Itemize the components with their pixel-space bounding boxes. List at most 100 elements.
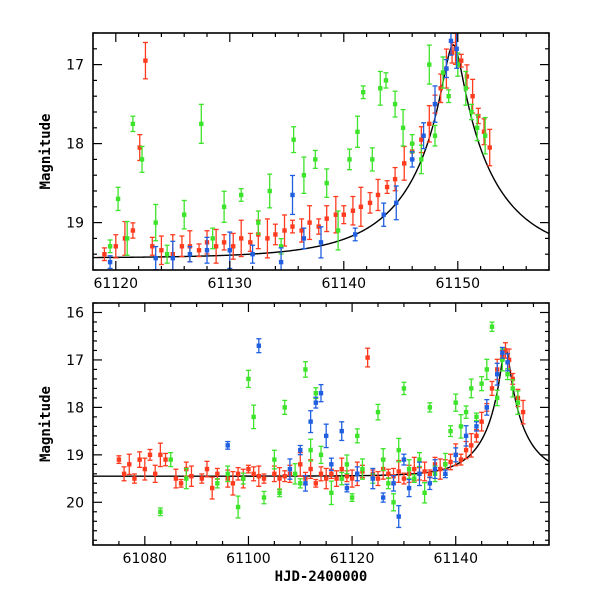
- blue-data-point: [427, 476, 433, 491]
- green-data-point: [181, 199, 187, 230]
- green-data-point: [302, 361, 308, 378]
- blue-data-point: [323, 423, 329, 449]
- red-data-point: [149, 236, 155, 256]
- green-data-point: [422, 482, 428, 504]
- green-data-point: [344, 454, 350, 475]
- red-data-point: [468, 432, 474, 458]
- red-data-point: [272, 223, 278, 246]
- red-data-point: [163, 452, 169, 467]
- green-data-point: [354, 428, 360, 444]
- x-axis-label: HJD-2400000: [275, 569, 368, 585]
- blue-data-point: [393, 185, 399, 221]
- x-tick-label: 61080: [123, 551, 168, 567]
- blue-data-point: [381, 202, 387, 227]
- red-data-point: [131, 473, 137, 484]
- blue-data-point: [107, 255, 113, 270]
- green-data-point: [153, 203, 159, 242]
- blue-data-point: [453, 447, 459, 463]
- blue-data-point: [448, 33, 454, 56]
- green-data-point: [168, 451, 174, 468]
- red-data-point: [251, 466, 257, 482]
- blue-data-point: [297, 444, 303, 456]
- red-data-point: [199, 473, 205, 484]
- red-data-point: [385, 468, 391, 480]
- green-data-point: [401, 381, 407, 396]
- green-data-point: [157, 507, 163, 517]
- red-data-point: [214, 467, 220, 480]
- green-data-point: [210, 227, 216, 250]
- red-data-point: [196, 243, 202, 258]
- red-data-point: [489, 380, 495, 397]
- blue-data-point: [442, 469, 448, 479]
- red-data-point: [158, 235, 164, 266]
- green-data-point: [380, 448, 386, 472]
- green-data-point: [494, 389, 500, 407]
- x-tick-label: 61150: [436, 276, 481, 292]
- red-data-point: [392, 166, 398, 192]
- green-data-point: [479, 376, 485, 392]
- blue-data-point: [256, 338, 262, 354]
- red-data-point: [277, 467, 283, 491]
- blue-data-point: [339, 421, 345, 442]
- red-data-point: [188, 465, 194, 487]
- blue-data-point: [380, 492, 386, 503]
- green-data-point: [277, 488, 283, 498]
- blue-data-point: [454, 33, 460, 69]
- green-data-point: [489, 321, 495, 332]
- y-axis-label: Magnitude: [38, 386, 54, 462]
- blue-data-point: [401, 453, 407, 466]
- red-data-point: [204, 460, 210, 478]
- y-tick-label: 17: [66, 353, 84, 369]
- green-data-point: [369, 147, 375, 172]
- green-data-point: [183, 467, 189, 490]
- green-data-point: [235, 495, 241, 519]
- x-tick-label: 61130: [208, 276, 253, 292]
- red-data-point: [101, 247, 107, 262]
- blue-data-point: [328, 457, 334, 472]
- green-data-point: [463, 405, 469, 419]
- red-data-point: [264, 218, 270, 259]
- green-data-point: [468, 103, 474, 121]
- red-data-point: [116, 455, 122, 465]
- red-data-point: [142, 457, 148, 481]
- red-data-point: [230, 232, 236, 260]
- red-data-point: [396, 459, 402, 484]
- red-data-point: [426, 105, 432, 143]
- red-data-point: [130, 222, 136, 239]
- blue-data-point: [421, 122, 427, 150]
- green-data-point: [391, 493, 397, 512]
- blue-data-point: [416, 461, 422, 487]
- red-data-point: [282, 470, 288, 483]
- blue-data-point: [396, 504, 402, 529]
- red-data-point: [137, 451, 143, 468]
- red-data-point: [487, 128, 493, 167]
- green-data-point: [383, 72, 389, 89]
- top-panel: 61120 61130 61140 61150 17 18 19 Magnitude: [38, 32, 550, 292]
- red-data-point: [209, 476, 215, 500]
- green-data-point: [312, 149, 318, 170]
- red-data-point: [375, 178, 381, 212]
- green-data-point: [267, 173, 273, 209]
- model-curve: [93, 44, 549, 259]
- green-data-point: [251, 404, 257, 430]
- red-data-point: [437, 458, 443, 480]
- blue-data-point: [344, 483, 350, 493]
- red-data-point: [147, 448, 153, 461]
- green-data-point: [411, 474, 417, 484]
- green-data-point: [255, 210, 261, 235]
- green-data-point: [458, 414, 464, 439]
- red-data-point: [334, 470, 340, 487]
- x-tick-label: 61140: [433, 551, 478, 567]
- blue-data-point: [318, 383, 324, 403]
- red-data-point: [313, 478, 319, 488]
- red-data-point: [458, 53, 464, 68]
- blue-data-point: [290, 174, 295, 216]
- red-data-point: [520, 399, 526, 425]
- green-data-point: [400, 108, 406, 147]
- red-data-point: [121, 466, 127, 482]
- plot-area: [93, 321, 549, 529]
- green-data-point: [240, 472, 246, 485]
- blue-data-point: [313, 396, 319, 409]
- red-data-point: [375, 470, 381, 487]
